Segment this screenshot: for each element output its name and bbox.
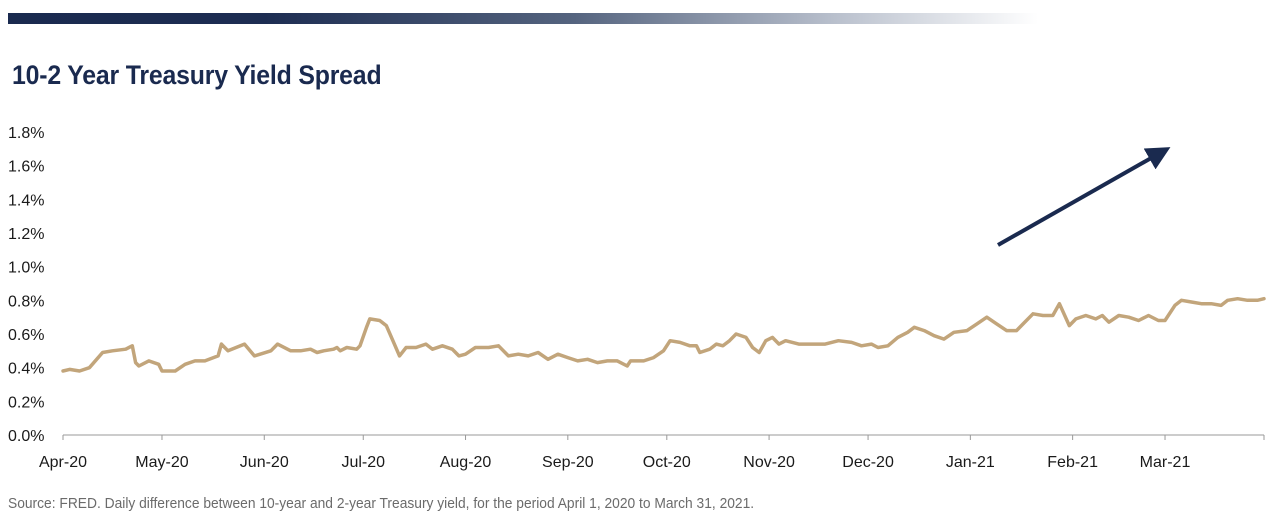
y-tick-label: 0.2% — [8, 394, 44, 411]
y-tick-label: 1.6% — [8, 159, 44, 176]
spread-series-line — [61, 296, 1266, 373]
chart: 0.0% 0.2% 0.4% 0.6% 0.8% 1.0% 1.2% 1.4% 1.6% 1.8%… — [8, 125, 1266, 471]
trend-arrow — [997, 147, 1171, 247]
x-tick-label: Jun-20 — [240, 454, 289, 471]
x-tick-label: Oct-20 — [643, 454, 691, 471]
x-tick-label: Dec-20 — [842, 454, 894, 471]
y-tick-label: 1.2% — [8, 226, 44, 243]
header-accent-bar — [8, 13, 1038, 24]
y-tick-label: 0.8% — [8, 293, 44, 310]
source-note: Source: FRED. Daily difference between 1… — [8, 495, 755, 512]
x-tick-label: Jan-21 — [946, 454, 995, 471]
x-tick-label: Nov-20 — [743, 454, 795, 471]
y-tick-label: 1.8% — [8, 125, 44, 142]
y-tick-label: 0.0% — [8, 428, 44, 445]
y-tick-label: 0.6% — [8, 327, 44, 344]
x-tick-label: Mar-21 — [1140, 454, 1191, 471]
x-tick-label: Sep-20 — [542, 454, 594, 471]
x-tick-label: May-20 — [135, 454, 188, 471]
x-tick-label: Jul-20 — [341, 454, 385, 471]
y-tick-label: 0.4% — [8, 361, 44, 378]
x-tick-label: Feb-21 — [1047, 454, 1098, 471]
x-tick-label: Apr-20 — [39, 454, 87, 471]
chart-title: 10-2 Year Treasury Yield Spread — [12, 60, 382, 90]
y-tick-label: 1.4% — [8, 192, 44, 209]
x-tick-label: Aug-20 — [440, 454, 492, 471]
y-tick-label: 1.0% — [8, 260, 44, 277]
